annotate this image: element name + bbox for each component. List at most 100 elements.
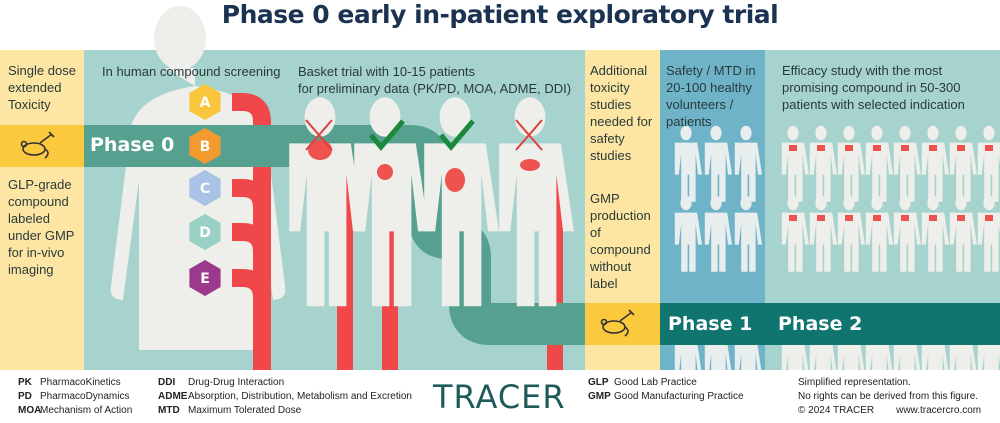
crowd-person	[809, 125, 837, 202]
intestine-icon	[901, 145, 909, 151]
disclaimer-line-1: Simplified representation.	[798, 377, 911, 388]
phase0-label: Phase 0	[90, 134, 175, 156]
intestine-icon	[929, 145, 937, 151]
preclinical-top-text: Single dose extended Toxicity	[8, 63, 76, 112]
abbreviation-meaning: Good Manufacturing Practice	[614, 391, 744, 402]
column-preclinical	[0, 50, 84, 370]
abbrev-list-mid: DDI Drug-Drug Interaction ADMEAbsorption, …	[158, 376, 412, 418]
abbreviation-code: PD	[18, 391, 32, 402]
intestine-icon	[873, 215, 881, 221]
crowd-person	[949, 195, 977, 272]
screening-heading: In human compound screening	[102, 64, 281, 79]
intestine-icon	[845, 215, 853, 221]
crowd-person	[921, 125, 949, 202]
compound-hexagon-c	[189, 170, 221, 206]
liver-icon	[520, 159, 540, 171]
abbreviation-code: GMP	[588, 391, 611, 402]
preclinical-bottom-text: GLP-grade compound labeled under GMP for…	[8, 177, 75, 277]
phase1-label: Phase 1	[668, 313, 753, 335]
abbrev-list-left: PK PharmacoKinetics PD PharmacoDynamics MOAM…	[18, 376, 132, 418]
compound-hexagon-e	[189, 260, 221, 296]
compound-hexagon-a	[189, 84, 221, 120]
cross-icon	[515, 119, 543, 151]
footer: PK PharmacoKinetics PD PharmacoDynamics MOAM…	[0, 370, 1000, 423]
tracer-logo: TRACER	[433, 378, 566, 416]
phase2-band	[765, 303, 1000, 345]
compound-pipe	[232, 179, 271, 370]
abbreviation-code: MTD	[158, 405, 180, 416]
abbreviation-item: ADMEAbsorption, Distribution, Metabolism…	[158, 390, 412, 404]
additional-top-text: Additional toxicity studies needed for s…	[590, 63, 653, 163]
abbreviation-item: GLP Good Lab Practice	[588, 376, 744, 390]
lungs-icon	[308, 140, 332, 160]
crowd-person	[674, 195, 702, 272]
abbreviation-code: ADME	[158, 391, 188, 402]
abbreviation-meaning: PharmacoKinetics	[40, 377, 121, 388]
abbreviation-code: PK	[18, 377, 32, 388]
intestine-icon	[901, 215, 909, 221]
crowd-person	[977, 125, 1000, 202]
crowd-person	[977, 195, 1000, 272]
abbreviation-item: GMP Good Manufacturing Practice	[588, 390, 744, 404]
abbrev-list-right: GLP Good Lab Practice GMP Good Manufacturin…	[588, 376, 744, 404]
intestine-icon	[957, 145, 965, 151]
abbreviation-item: DDI Drug-Drug Interaction	[158, 376, 412, 390]
crowd-person	[704, 195, 732, 272]
crowd-person	[837, 125, 865, 202]
additional-bottom-text: GMP production of compound without label	[590, 191, 651, 291]
safety-heading: Safety / MTD in 20-100 healthy volunteer…	[666, 63, 756, 129]
crowd-person	[837, 195, 865, 272]
abbreviation-meaning: Maximum Tolerated Dose	[188, 405, 302, 416]
compound-letter: B	[200, 139, 211, 155]
crowd-person	[921, 195, 949, 272]
abbreviation-meaning: Drug-Drug Interaction	[188, 377, 285, 388]
abbreviation-meaning: Absorption, Distribution, Metabolism and…	[188, 391, 412, 402]
abbreviation-meaning: Mechanism of Action	[40, 405, 133, 416]
compound-pipe	[232, 223, 271, 370]
abbreviation-code: DDI	[158, 377, 176, 388]
abbreviation-meaning: PharmacoDynamics	[40, 391, 130, 402]
intestine-icon	[985, 145, 993, 151]
intestine-icon	[789, 215, 797, 221]
cross-icon	[305, 119, 333, 151]
compound-pipe	[232, 93, 271, 370]
mouse-syringe-icon	[600, 309, 635, 337]
crowd-person	[674, 125, 702, 202]
intestine-icon	[789, 145, 797, 151]
page-title: Phase 0 early in-patient exploratory tri…	[221, 0, 779, 29]
intestine-icon	[845, 145, 853, 151]
intestine-icon	[817, 215, 825, 221]
intestine-icon	[985, 215, 993, 221]
compound-pipe	[232, 269, 271, 370]
intestine-icon	[445, 168, 465, 192]
compound-letter: E	[200, 271, 210, 287]
basket-heading-2: for preliminary data (PK/PD, MOA, ADME, …	[298, 81, 572, 96]
compound-hexagon-b	[189, 128, 221, 164]
intestine-icon	[957, 215, 965, 221]
abbreviation-meaning: Good Lab Practice	[614, 377, 697, 388]
crowd-person	[893, 195, 921, 272]
mouse-syringe-icon	[20, 131, 55, 159]
intestine-icon	[929, 215, 937, 221]
abbreviation-item: MOAMechanism of Action	[18, 404, 132, 418]
phase1-band	[660, 303, 765, 345]
abbreviation-item: PK PharmacoKinetics	[18, 376, 132, 390]
compound-letter: A	[200, 95, 211, 111]
website-link[interactable]: www.tracercro.com	[896, 405, 982, 416]
crowd-person	[781, 125, 809, 202]
crowd-person	[781, 195, 809, 272]
stomach-icon	[377, 164, 393, 180]
crowd-person	[734, 125, 762, 202]
efficacy-heading: Efficacy study with the most promising c…	[782, 63, 965, 112]
abbreviation-code: GLP	[588, 377, 609, 388]
crowd-person	[704, 125, 732, 202]
crowd-person	[949, 125, 977, 202]
intestine-icon	[817, 145, 825, 151]
check-icon	[369, 119, 405, 151]
phase2-label: Phase 2	[778, 313, 863, 335]
abbreviation-item: PD PharmacoDynamics	[18, 390, 132, 404]
check-icon	[439, 119, 475, 151]
disclaimer: Simplified representation. No rights can…	[798, 376, 981, 418]
basket-heading-1: Basket trial with 10-15 patients	[298, 64, 476, 79]
crowd-person	[865, 195, 893, 272]
